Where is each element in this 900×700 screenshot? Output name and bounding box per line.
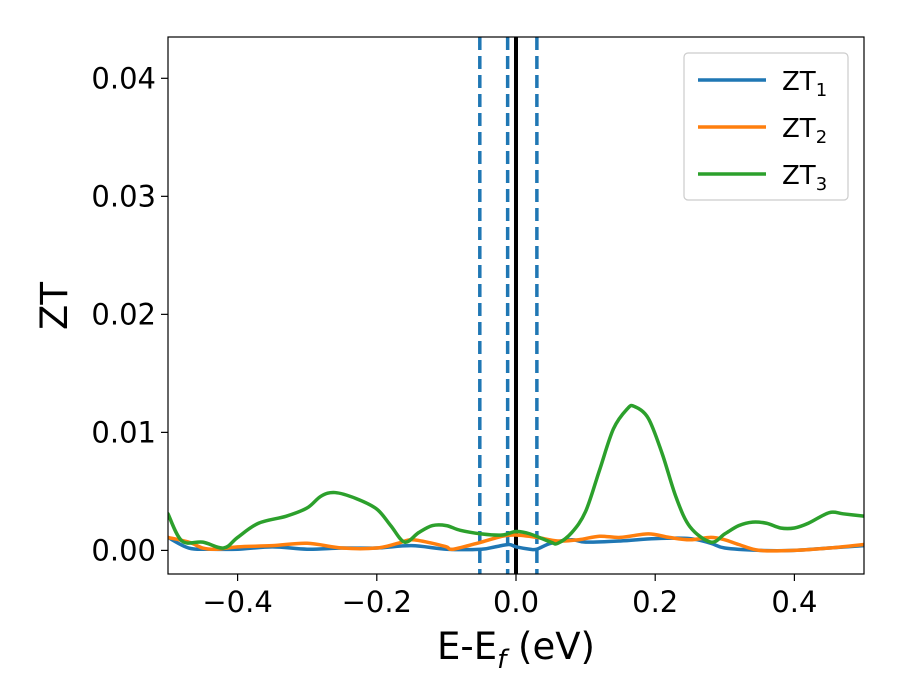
x-tick-label: −0.4 bbox=[202, 585, 272, 619]
series-line-zt3 bbox=[168, 403, 864, 550]
y-tick-label: 0.02 bbox=[91, 297, 156, 331]
x-tick-label: 0.4 bbox=[771, 585, 817, 619]
x-tick-label: −0.2 bbox=[342, 585, 412, 619]
legend-label-zt1: ZT1 bbox=[782, 67, 827, 101]
y-tick-label: 0.03 bbox=[91, 179, 156, 213]
y-tick-label: 0.04 bbox=[91, 61, 156, 95]
legend: ZT1 ZT2 ZT3 bbox=[683, 52, 849, 201]
legend-label-zt2: ZT2 bbox=[782, 114, 827, 148]
x-tick-label: 0.0 bbox=[493, 585, 539, 619]
y-axis-title: ZT bbox=[33, 282, 76, 330]
legend-label-zt3: ZT3 bbox=[782, 161, 827, 195]
x-tick-label: 0.2 bbox=[632, 585, 678, 619]
x-axis-title: E-Ef (eV) bbox=[437, 625, 595, 675]
y-tick-label: 0.00 bbox=[91, 533, 156, 567]
series-line-zt1 bbox=[168, 535, 864, 553]
y-tick-label: 0.01 bbox=[91, 415, 156, 449]
